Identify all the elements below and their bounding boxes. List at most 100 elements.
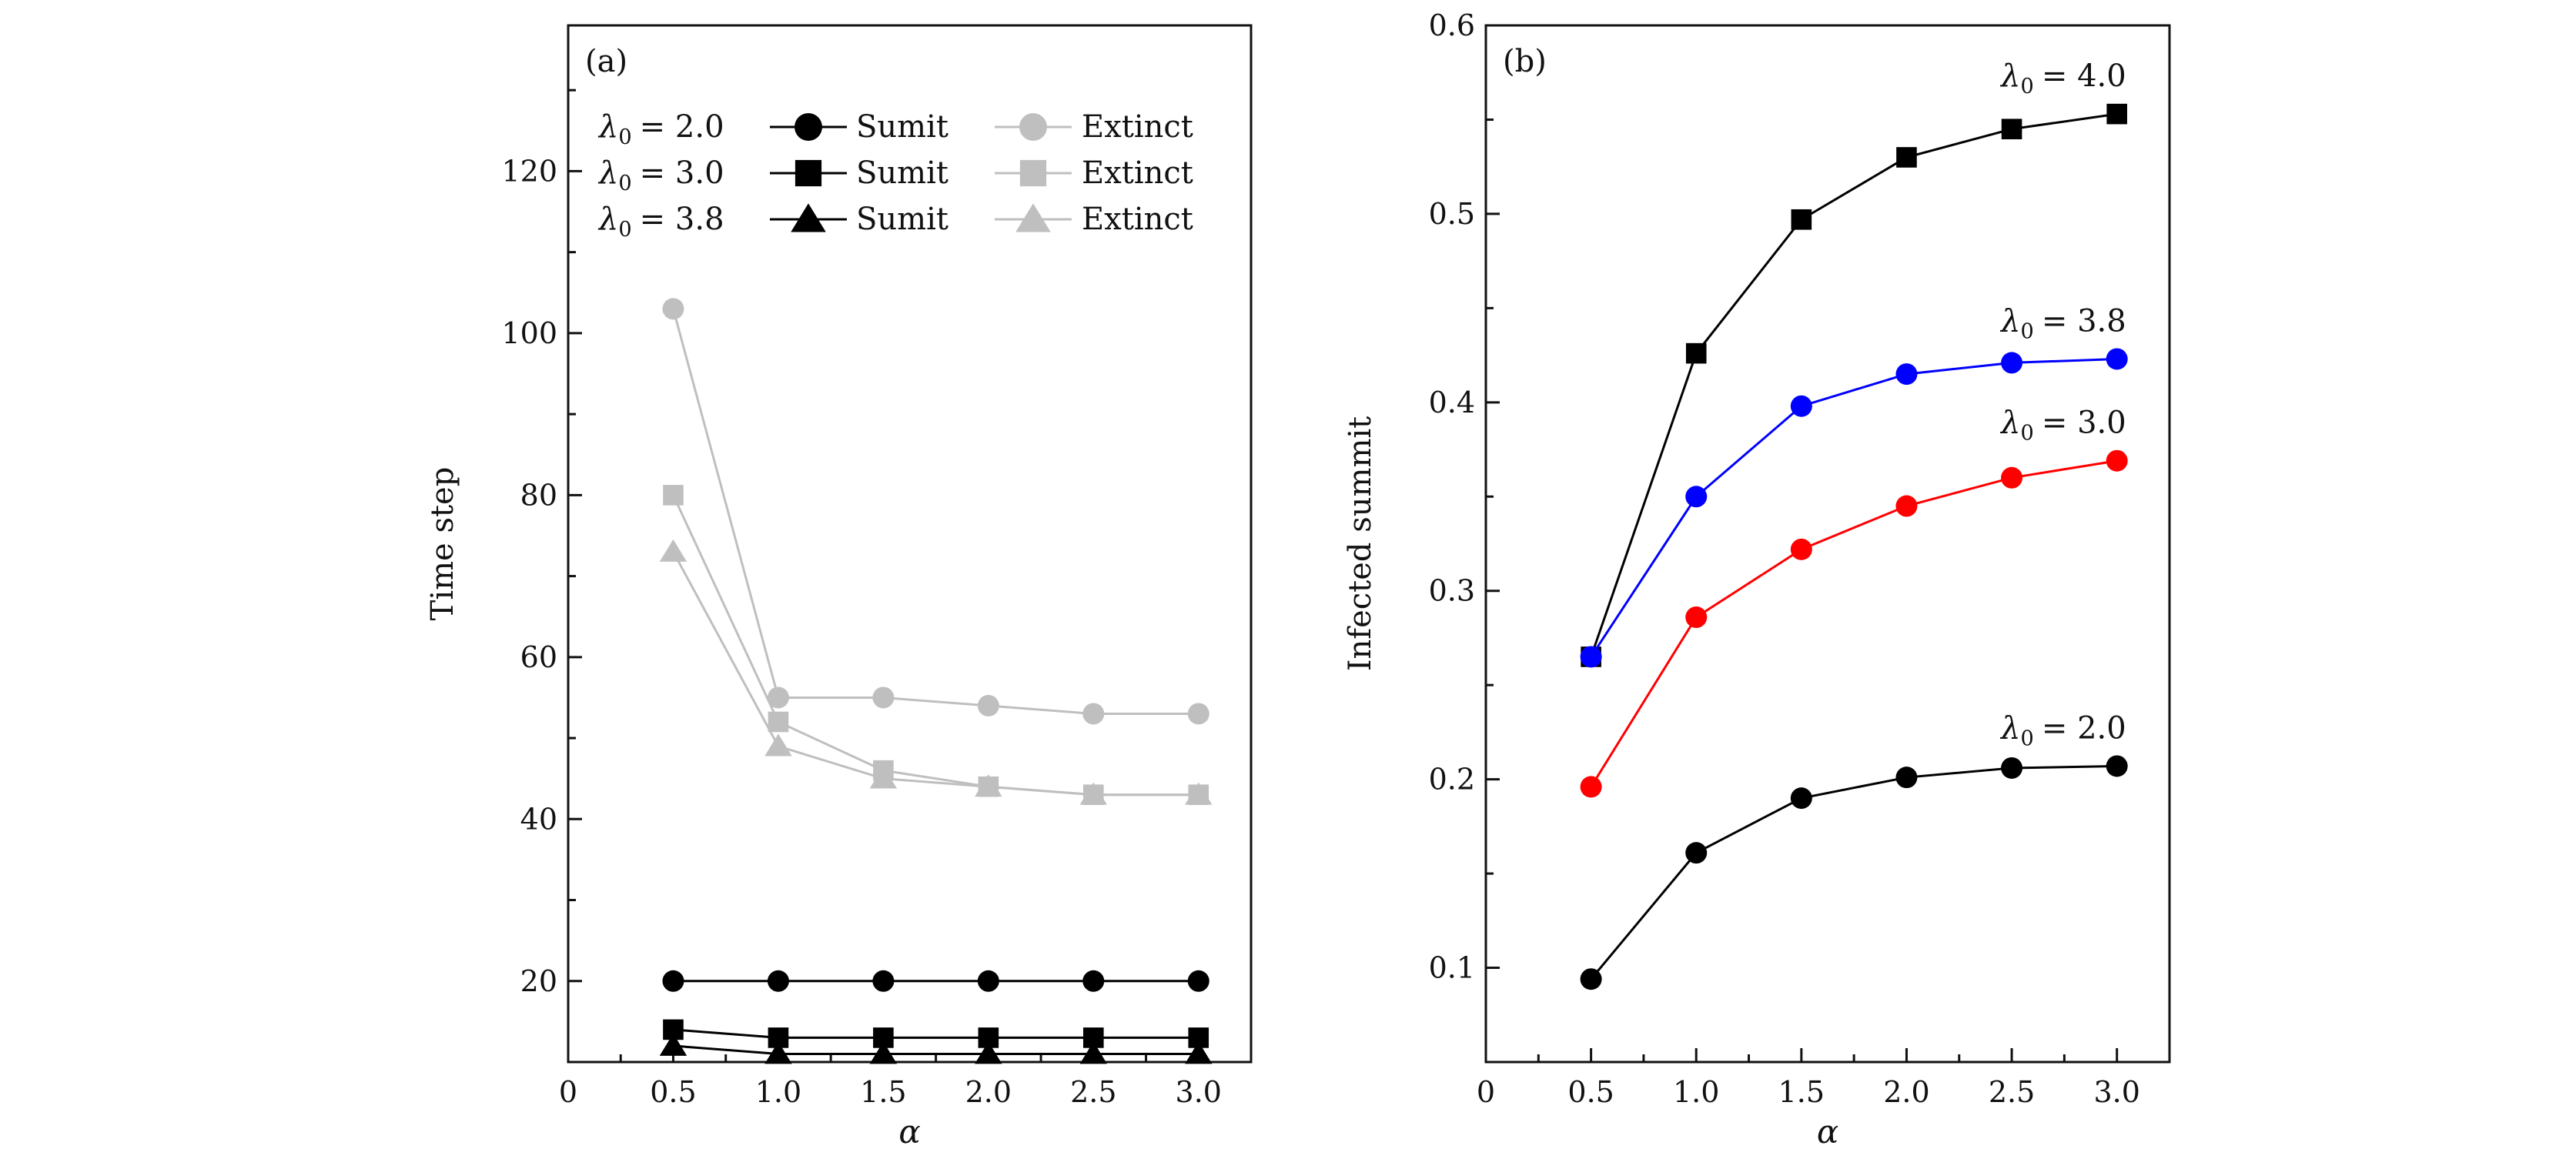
- legend-marker: [1015, 203, 1051, 232]
- data-point: [1896, 147, 1917, 168]
- series-line: [673, 1028, 1199, 1039]
- data-point: [1895, 363, 1918, 386]
- x-tick-label: 3.0: [1176, 1075, 1222, 1109]
- y-tick-label: 120: [501, 154, 557, 188]
- data-point: [869, 766, 898, 789]
- panel-a: 0 0.5 1.0 1.5 2.0 2.5 3.0 20 40 60 80 100 120 α Time s…: [425, 24, 1253, 1151]
- data-point: [1790, 787, 1812, 810]
- data-point: [2106, 755, 2128, 777]
- legend-sumit-label: Sumit: [856, 109, 948, 145]
- data-point: [2106, 103, 2127, 125]
- y-tick-label: 0.5: [1429, 197, 1475, 231]
- data-point: [1685, 342, 1707, 364]
- series-line: [673, 1044, 1199, 1055]
- data-point: [659, 539, 687, 562]
- data-point: [1187, 970, 1209, 992]
- data-point: [1185, 1041, 1213, 1064]
- data-point: [659, 1033, 687, 1056]
- series-2: [659, 1033, 1213, 1064]
- data-point: [1791, 209, 1812, 230]
- data-point: [1187, 703, 1209, 725]
- legend: λ0 = 2.0 Sumit Extinct λ0 = 3.0 Sumit Extinct λ0…: [597, 109, 1193, 242]
- series-line: [1590, 112, 2117, 657]
- panel-label: (a): [585, 44, 627, 79]
- y-tick-label: 20: [520, 964, 557, 998]
- series-labels: λ0 = 4.0 λ0 = 3.8 λ0 = 3.0 λ0 = 2.0: [1999, 58, 2126, 750]
- y-tick-label: 40: [520, 802, 557, 836]
- data-point: [872, 686, 895, 709]
- y-tick-label: 60: [520, 640, 557, 674]
- data-point: [1580, 776, 1602, 798]
- legend-extinct-label: Extinct: [1082, 155, 1193, 191]
- data-point: [2106, 348, 2128, 370]
- data-point: [975, 1041, 1002, 1064]
- series-5: [659, 539, 1213, 805]
- series-line: [672, 494, 1199, 797]
- series-label: λ0 = 4.0: [1999, 58, 2126, 99]
- series-0: [662, 970, 1209, 992]
- y-tick-label: 0.6: [1429, 8, 1475, 42]
- data-point: [662, 298, 684, 320]
- data-point: [1895, 767, 1918, 789]
- data-point: [2001, 757, 2023, 779]
- plot-frame: [567, 24, 1253, 1064]
- data-point: [977, 694, 999, 716]
- series-line: [1590, 459, 2117, 788]
- data-point: [1685, 842, 1708, 864]
- data-point: [1082, 703, 1105, 725]
- legend-sumit-label: Sumit: [856, 202, 948, 237]
- y-tick-label: 100: [501, 316, 557, 350]
- series-4: [663, 485, 1209, 806]
- panel-b: 0 0.5 1.0 1.5 2.0 2.5 3.0 0.1 0.2 0.3 0.4 0.5 0.6 α In…: [1343, 8, 2171, 1151]
- data-point: [1895, 495, 1918, 517]
- x-axis-label: α: [898, 1113, 920, 1151]
- data-point: [977, 970, 999, 992]
- data-point: [1079, 782, 1108, 805]
- data-point: [662, 970, 684, 992]
- series-0: [1581, 103, 2127, 667]
- x-tick-label: 0.5: [1567, 1075, 1614, 1109]
- y-tick-label: 0.1: [1429, 951, 1475, 985]
- data-point: [764, 1041, 792, 1064]
- data-point: [767, 970, 789, 992]
- x-tick-label: 2.0: [965, 1075, 1012, 1109]
- legend-extinct-label: Extinct: [1082, 109, 1193, 145]
- series-label: λ0 = 2.0: [1999, 710, 2126, 750]
- series-3: [662, 298, 1209, 725]
- series-line: [1590, 357, 2117, 658]
- data-point: [2001, 352, 2023, 374]
- series-label: λ0 = 3.0: [1999, 406, 2126, 446]
- data-point: [663, 485, 684, 506]
- y-tick-label: 80: [520, 478, 557, 512]
- legend-lambda-label: λ0 = 3.0: [597, 155, 724, 195]
- data-point: [2001, 119, 2022, 139]
- data-point: [2001, 466, 2023, 489]
- y-axis-label: Time step: [425, 467, 460, 621]
- x-tick-label: 0.5: [650, 1075, 696, 1109]
- data-point: [1079, 1041, 1108, 1064]
- x-tick-label: 3.0: [2093, 1075, 2139, 1109]
- y-tick-label: 0.2: [1429, 763, 1475, 797]
- data-point: [1685, 606, 1708, 629]
- x-tick-label: 2.5: [1070, 1075, 1116, 1109]
- data-point: [764, 733, 792, 757]
- x-tick-label: 0: [559, 1075, 577, 1109]
- data-point: [869, 1041, 898, 1064]
- y-tick-label: 0.4: [1429, 386, 1475, 419]
- series-line: [672, 308, 1199, 715]
- legend-lambda-label: λ0 = 3.8: [597, 202, 724, 242]
- legend-lambda-label: λ0 = 2.0: [597, 109, 724, 149]
- data-point: [1790, 538, 1812, 560]
- data-point: [872, 970, 895, 992]
- data-point: [1580, 968, 1602, 990]
- legend-marker: [1019, 113, 1047, 141]
- x-tick-label: 1.5: [1778, 1075, 1825, 1109]
- series-3: [1580, 755, 2128, 990]
- series-line: [672, 551, 1199, 797]
- legend-marker: [1019, 159, 1047, 187]
- series-label: λ0 = 3.8: [1999, 303, 2126, 343]
- x-tick-label: 1.0: [755, 1075, 801, 1109]
- data-point: [2106, 449, 2128, 472]
